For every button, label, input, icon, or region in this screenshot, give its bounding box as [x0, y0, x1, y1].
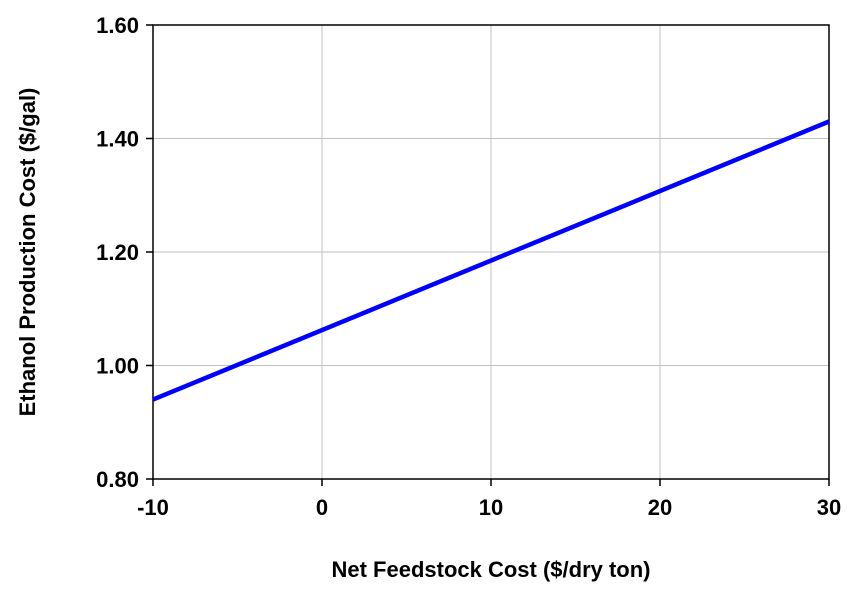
gridlines	[153, 25, 829, 479]
y-tick-label: 1.00	[96, 354, 139, 379]
axes: -10 0 10 20 30 0.80 1.00 1.20 1.40 1.60	[96, 13, 841, 520]
x-tick-label: 0	[316, 495, 328, 520]
x-tick-label: 30	[817, 495, 841, 520]
y-tick-label: 0.80	[96, 467, 139, 492]
y-tick-label: 1.60	[96, 13, 139, 38]
series-layer	[152, 119, 830, 402]
x-tick-label: 20	[648, 495, 672, 520]
y-tick-label: 1.40	[96, 127, 139, 152]
y-tick-label: 1.20	[96, 240, 139, 265]
x-tick-label: 10	[479, 495, 503, 520]
y-axis-title: Ethanol Production Cost ($/gal)	[15, 88, 40, 417]
x-tick-label: -10	[137, 495, 169, 520]
series-line	[152, 119, 830, 402]
x-axis-title: Net Feedstock Cost ($/dry ton)	[331, 557, 650, 582]
